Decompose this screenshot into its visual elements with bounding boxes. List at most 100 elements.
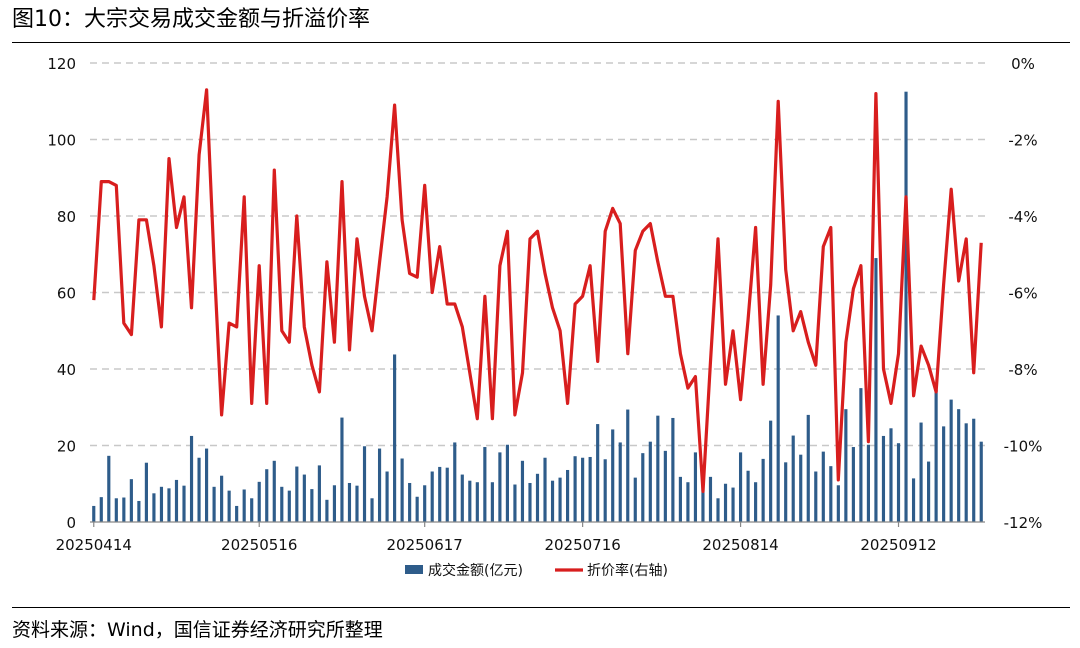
- bar: [611, 429, 615, 522]
- y-left-tick-label: 60: [57, 285, 76, 303]
- bar: [656, 415, 660, 522]
- bar: [287, 490, 291, 522]
- bar: [814, 471, 818, 522]
- bar-series: [92, 91, 983, 522]
- bar: [265, 469, 269, 522]
- bar: [626, 409, 630, 522]
- bar: [761, 458, 765, 522]
- bar: [513, 484, 517, 522]
- bar: [648, 441, 652, 522]
- bar: [821, 451, 825, 522]
- bar: [114, 498, 118, 522]
- bar: [791, 435, 795, 522]
- bar: [588, 456, 592, 522]
- bar: [618, 442, 622, 522]
- bar: [641, 453, 645, 522]
- bar: [137, 500, 141, 522]
- x-tick-label: 20250716: [544, 536, 620, 554]
- y-left-tick-label: 40: [57, 361, 76, 379]
- bar: [776, 315, 780, 522]
- bar: [490, 482, 494, 522]
- bar: [144, 462, 148, 522]
- bar: [535, 473, 540, 522]
- x-tick-label: 20250516: [221, 536, 297, 554]
- x-tick-label: 20250814: [702, 536, 778, 554]
- bar: [723, 483, 728, 522]
- bar: [460, 474, 464, 522]
- x-tick-label: 20250912: [860, 536, 936, 554]
- bar: [543, 457, 547, 522]
- bar: [859, 388, 863, 522]
- discount-rate-line: [92, 88, 983, 493]
- bar: [927, 461, 931, 522]
- bar: [866, 444, 871, 522]
- bar: [317, 465, 321, 522]
- bar: [942, 426, 946, 522]
- bar: [220, 475, 224, 522]
- bar: [438, 466, 442, 522]
- y-left-tick-label: 80: [57, 208, 76, 226]
- bar: [197, 457, 201, 522]
- legend-label-bars: 成交金额(亿元): [428, 562, 523, 579]
- bar: [159, 486, 164, 522]
- y-right-tick-label: -8%: [1008, 361, 1037, 379]
- y-right-tick-label: -4%: [1008, 208, 1037, 226]
- bar: [107, 455, 111, 522]
- chart-title: 图10：大宗交易成交金额与折溢价率: [12, 7, 370, 32]
- bar: [754, 482, 758, 522]
- bar: [520, 460, 525, 522]
- bar: [784, 462, 788, 522]
- bar: [280, 486, 284, 522]
- bar: [212, 486, 216, 522]
- y-right-tick-label: -6%: [1008, 285, 1037, 303]
- bar: [227, 490, 231, 522]
- bar: [272, 460, 276, 522]
- bar: [919, 422, 923, 522]
- x-tick-label: 20250617: [387, 536, 463, 554]
- bar: [806, 414, 810, 522]
- bar: [889, 428, 893, 522]
- bar: [423, 485, 427, 522]
- bar: [957, 409, 961, 522]
- bar: [415, 496, 419, 522]
- x-tick-label: 20250414: [56, 536, 132, 554]
- bar: [483, 447, 487, 522]
- bar: [603, 459, 607, 522]
- bar: [475, 482, 479, 522]
- bar: [881, 435, 886, 522]
- bar: [370, 498, 374, 522]
- bar: [896, 443, 901, 522]
- bar: [302, 474, 306, 522]
- bar: [182, 485, 186, 522]
- bar: [596, 424, 600, 522]
- bar: [934, 389, 938, 522]
- bar: [799, 454, 803, 522]
- bar: [904, 91, 908, 522]
- y-right-tick-label: 0%: [1011, 55, 1035, 73]
- bar: [581, 457, 585, 522]
- x-axis-labels: 20250414 20250516 20250617 20250716 20250814…: [56, 522, 937, 554]
- bar: [325, 499, 329, 522]
- bar: [746, 470, 750, 522]
- bar: [836, 485, 840, 522]
- bar: [167, 488, 171, 522]
- bar: [498, 452, 502, 522]
- bar: [829, 466, 833, 522]
- bar: [355, 485, 359, 522]
- bar: [949, 399, 953, 522]
- bar: [242, 489, 246, 522]
- left-y-axis-labels: 0 20 40 60 80 100 120: [47, 55, 76, 532]
- bar: [310, 489, 314, 522]
- bar: [468, 480, 472, 522]
- line-series: [92, 88, 983, 493]
- legend-swatch-bars: [405, 565, 423, 574]
- right-y-axis-labels: -12% -10% -8% -6% -4% -2% 0%: [1004, 55, 1043, 532]
- source-note: 资料来源：Wind，国信证券经济研究所整理: [12, 619, 383, 641]
- bar: [558, 477, 562, 522]
- bar: [979, 441, 983, 522]
- bar: [445, 467, 449, 522]
- source-divider: [12, 607, 1070, 608]
- bar: [377, 448, 382, 522]
- bar: [332, 485, 337, 522]
- bar: [122, 497, 126, 522]
